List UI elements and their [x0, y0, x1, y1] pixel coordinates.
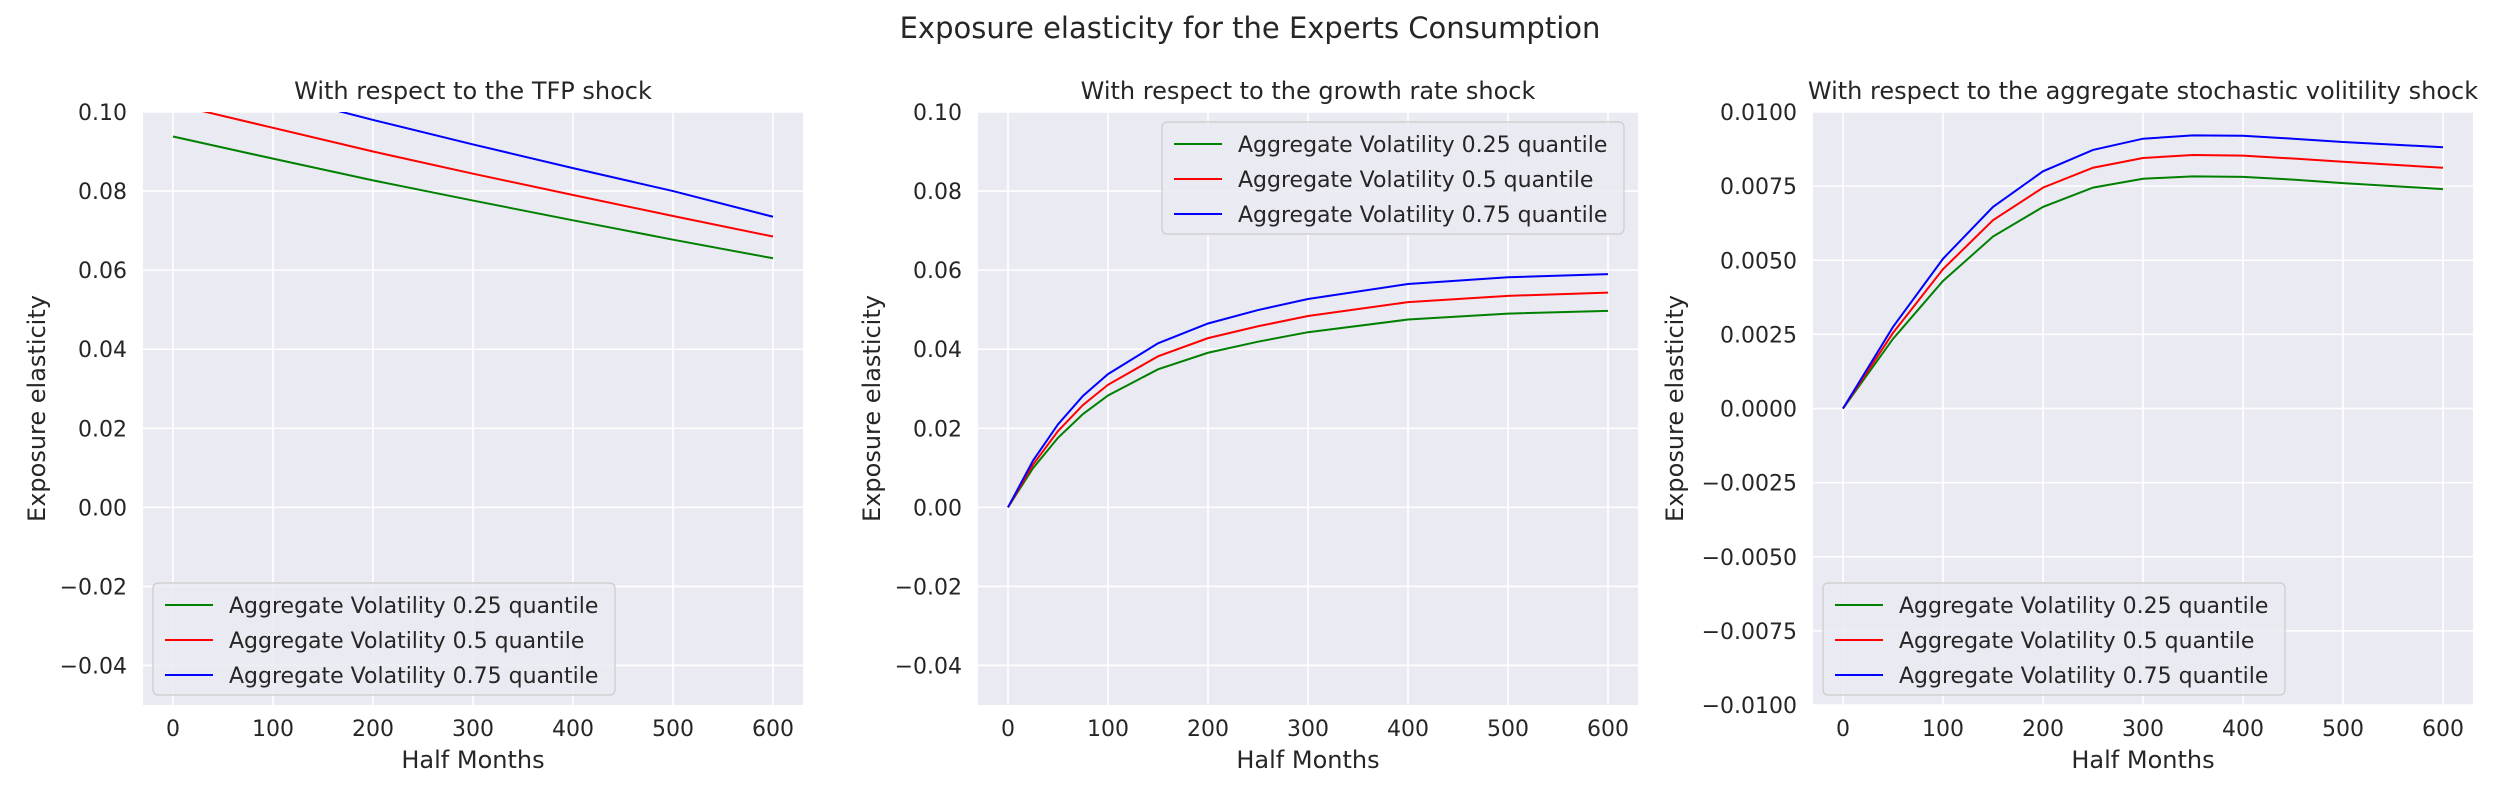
x-tick-label: 400 — [552, 717, 594, 742]
y-tick-label: 0.04 — [913, 338, 962, 363]
legend-label: Aggregate Volatility 0.25 quantile — [1899, 594, 2268, 619]
y-tick-label: 0.06 — [78, 259, 127, 284]
legend-frame — [152, 582, 616, 696]
y-tick-label: −0.0025 — [1702, 472, 1797, 497]
y-tick-label: −0.0100 — [1702, 694, 1797, 719]
x-axis-label: Half Months — [401, 746, 544, 774]
y-tick-label: −0.0075 — [1702, 620, 1797, 645]
y-tick-label: 0.00 — [913, 496, 962, 521]
x-tick-label: 300 — [1287, 717, 1329, 742]
legend-label: Aggregate Volatility 0.5 quantile — [1238, 168, 1593, 193]
x-tick-label: 200 — [1187, 717, 1229, 742]
y-tick-label: −0.04 — [895, 654, 962, 679]
y-tick-label: −0.02 — [60, 575, 127, 600]
series-group — [1842, 134, 2444, 410]
panel-title: With respect to the growth rate shock — [1081, 77, 1536, 105]
y-tick-label: 0.0075 — [1720, 175, 1797, 200]
legend: Aggregate Volatility 0.25 quantile Aggreg… — [1161, 121, 1625, 235]
y-tick-label: 0.10 — [913, 101, 962, 126]
x-tick-label: 600 — [752, 717, 794, 742]
y-tick-label: 0.0000 — [1720, 398, 1797, 423]
y-tick-label: −0.02 — [895, 575, 962, 600]
y-tick-label: 0.08 — [913, 180, 962, 205]
legend-label: Aggregate Volatility 0.25 quantile — [1238, 133, 1607, 158]
x-tick-label: 600 — [2422, 717, 2464, 742]
x-tick-label: 400 — [1387, 717, 1429, 742]
panel-title: With respect to the TFP shock — [294, 77, 652, 105]
x-tick-label: 0 — [166, 717, 180, 742]
legend-label: Aggregate Volatility 0.75 quantile — [1238, 203, 1607, 228]
x-tick-label: 600 — [1587, 717, 1629, 742]
x-tick-label: 100 — [1922, 717, 1964, 742]
y-tick-label: 0.02 — [913, 417, 962, 442]
x-axis-label: Half Months — [2071, 746, 2214, 774]
panel-title: With respect to the aggregate stochastic… — [1808, 77, 2478, 105]
legend-frame — [1822, 582, 2286, 696]
x-tick-label: 200 — [2022, 717, 2064, 742]
x-tick-label: 300 — [2122, 717, 2164, 742]
y-tick-label: 0.0050 — [1720, 249, 1797, 274]
series-line-2 — [1842, 153, 2444, 410]
x-tick-label: 300 — [452, 717, 494, 742]
legend: Aggregate Volatility 0.25 quantile Aggreg… — [152, 582, 616, 696]
series-line-1 — [1007, 309, 1609, 508]
panel-3: 0 100 200 300 400 500 600 −0.0100 −0.0075 −0.0050… — [1661, 77, 2478, 774]
x-tick-label: 100 — [1087, 717, 1129, 742]
legend: Aggregate Volatility 0.25 quantile Aggreg… — [1822, 582, 2286, 696]
y-tick-label: 0.06 — [913, 259, 962, 284]
y-tick-label: 0.04 — [78, 338, 127, 363]
x-tick-label: 0 — [1836, 717, 1850, 742]
x-tick-label: 0 — [1001, 717, 1015, 742]
panel-2: 0 100 200 300 400 500 600 −0.04 −0.02 0.00 0.02 0.0… — [858, 77, 1638, 774]
legend-frame — [1161, 121, 1625, 235]
y-tick-label: 0.08 — [78, 180, 127, 205]
y-tick-label: 0.00 — [78, 496, 127, 521]
series-line-3 — [338, 112, 774, 218]
x-tick-label: 500 — [652, 717, 694, 742]
series-line-1 — [172, 135, 774, 260]
y-tick-label: −0.04 — [60, 654, 127, 679]
x-tick-label: 400 — [2222, 717, 2264, 742]
y-axis-label: Exposure elasticity — [23, 295, 51, 522]
y-tick-label: 0.0100 — [1720, 101, 1797, 126]
series-group — [172, 112, 774, 260]
y-tick-label: 0.10 — [78, 101, 127, 126]
figure-title: Exposure elasticity for the Experts Cons… — [900, 11, 1601, 45]
series-group — [1007, 273, 1609, 508]
x-tick-label: 500 — [1487, 717, 1529, 742]
series-line-2 — [1007, 291, 1609, 508]
x-axis-label: Half Months — [1236, 746, 1379, 774]
y-tick-label: 0.0025 — [1720, 323, 1797, 348]
legend-label: Aggregate Volatility 0.75 quantile — [1899, 664, 2268, 689]
panel-1: 0 100 200 300 400 500 600 −0.04 −0.02 0.00 0.02 0.0… — [23, 77, 803, 774]
x-tick-label: 100 — [252, 717, 294, 742]
series-line-1 — [1842, 175, 2444, 410]
y-axis-label: Exposure elasticity — [1661, 295, 1689, 522]
series-line-2 — [202, 112, 774, 238]
legend-label: Aggregate Volatility 0.75 quantile — [229, 664, 598, 689]
series-line-3 — [1007, 273, 1609, 508]
y-tick-label: −0.0050 — [1702, 546, 1797, 571]
series-line-3 — [1842, 134, 2444, 410]
y-axis-label: Exposure elasticity — [858, 295, 886, 522]
x-tick-label: 200 — [352, 717, 394, 742]
legend-label: Aggregate Volatility 0.5 quantile — [1899, 629, 2254, 654]
legend-label: Aggregate Volatility 0.25 quantile — [229, 594, 598, 619]
y-tick-label: 0.02 — [78, 417, 127, 442]
x-tick-label: 500 — [2322, 717, 2364, 742]
legend-label: Aggregate Volatility 0.5 quantile — [229, 629, 584, 654]
